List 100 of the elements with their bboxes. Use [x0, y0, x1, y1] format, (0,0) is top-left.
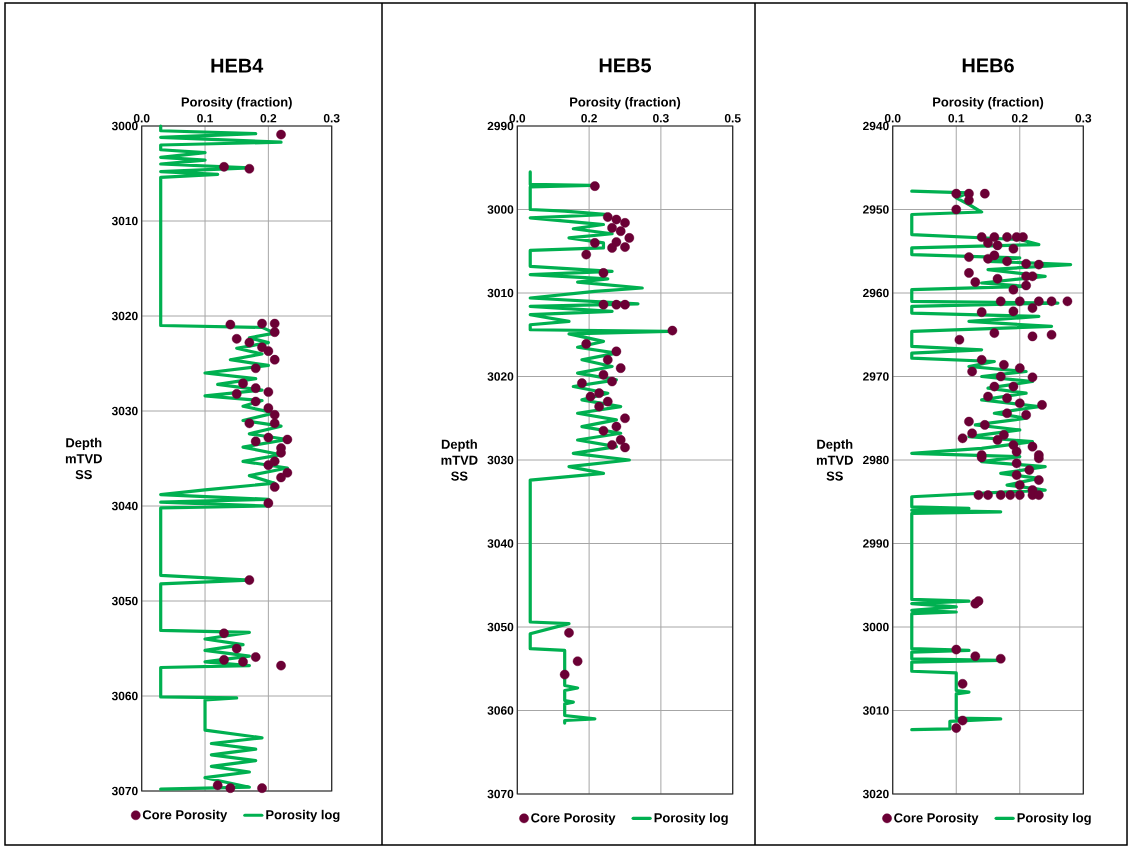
- point: [263, 432, 274, 443]
- x-tick-label: 0.3: [323, 114, 340, 123]
- x-tick-label: 0.1: [197, 114, 214, 123]
- y-tick-label: 3030: [111, 406, 138, 416]
- y-tick-label: 3020: [111, 311, 138, 321]
- y-tick-label: 2990: [863, 539, 889, 548]
- point: [590, 181, 600, 191]
- point: [269, 354, 280, 365]
- point: [263, 346, 274, 356]
- x-tick-label: 0.2: [260, 114, 277, 123]
- point: [269, 410, 280, 420]
- y-tick-label: 2960: [863, 288, 889, 298]
- point: [602, 355, 613, 365]
- x-axis-title: Porosity (fraction): [570, 97, 681, 110]
- y-tick-label: 3020: [487, 372, 514, 381]
- point: [276, 660, 286, 671]
- point: [250, 436, 261, 447]
- x-axis-title: Porosity (fraction): [933, 97, 1044, 110]
- x-tick-label: 0.0: [509, 114, 526, 123]
- point: [225, 783, 236, 793]
- legend-label: Core Porosity: [142, 809, 228, 822]
- point: [269, 456, 280, 467]
- point: [257, 783, 267, 793]
- point: [269, 318, 280, 329]
- legend-label: Core Porosity: [531, 812, 616, 825]
- point: [231, 643, 242, 654]
- y-tick-label: 3000: [111, 121, 138, 131]
- point: [564, 628, 574, 638]
- point: [667, 325, 678, 336]
- point: [581, 339, 592, 349]
- point: [620, 218, 630, 228]
- point: [250, 363, 261, 374]
- y-tick-label: 3010: [862, 706, 889, 715]
- point: [611, 346, 622, 357]
- y-tick-label: 2980: [863, 455, 889, 465]
- y-tick-label: 3050: [111, 596, 138, 606]
- point: [598, 299, 609, 310]
- y-tick-label: 3040: [487, 539, 514, 548]
- point: [594, 401, 604, 412]
- point: [231, 334, 242, 344]
- y-tick-label: 3040: [111, 501, 138, 511]
- point: [598, 425, 609, 436]
- point: [577, 378, 587, 388]
- point: [602, 212, 613, 222]
- y-axis-title: Depth mTVD SS: [816, 439, 853, 481]
- legend-label: Porosity log: [266, 809, 340, 822]
- x-tick-label: 0.5: [724, 114, 741, 123]
- point: [269, 418, 280, 429]
- point: [598, 370, 609, 380]
- point: [585, 391, 596, 402]
- y-tick-label: 3000: [862, 622, 889, 632]
- y-tick-label: 2970: [863, 372, 889, 381]
- y-tick-label: 3020: [862, 789, 889, 799]
- point: [276, 472, 286, 483]
- point: [219, 162, 229, 172]
- point: [559, 669, 570, 680]
- point: [231, 389, 242, 399]
- point: [620, 299, 630, 310]
- point: [250, 652, 261, 662]
- point: [620, 442, 630, 453]
- point: [238, 378, 248, 389]
- point: [615, 363, 626, 373]
- point: [212, 780, 223, 791]
- point: [620, 413, 630, 424]
- point: [276, 129, 286, 140]
- point: [257, 318, 267, 329]
- point: [282, 434, 293, 445]
- y-tick-label: 3010: [487, 288, 514, 298]
- legend-label: Core Porosity: [894, 812, 979, 825]
- point: [250, 396, 261, 407]
- chart-title: HEB4: [211, 58, 264, 73]
- y-axis-title: Depth mTVD SS: [65, 437, 102, 480]
- x-tick-label: 0.2: [581, 114, 597, 123]
- point: [611, 299, 622, 310]
- point: [244, 337, 255, 348]
- chart-title: HEB5: [599, 58, 652, 73]
- point: [269, 327, 280, 337]
- y-tick-label: 3050: [487, 622, 514, 632]
- point: [250, 383, 261, 394]
- y-tick-label: 2940: [863, 121, 889, 131]
- point: [607, 440, 617, 450]
- point: [263, 498, 274, 508]
- legend-label: Porosity log: [654, 812, 728, 826]
- y-tick-label: 3030: [487, 455, 514, 465]
- point: [620, 242, 630, 252]
- point: [581, 249, 592, 260]
- point: [615, 226, 626, 237]
- line-series: [910, 189, 1073, 732]
- point: [238, 657, 248, 667]
- x-tick-label: 0.3: [1075, 114, 1092, 123]
- point: [615, 435, 626, 445]
- y-tick-label: 3000: [487, 205, 514, 214]
- point: [219, 655, 229, 665]
- point: [219, 628, 229, 639]
- point: [244, 575, 255, 585]
- point: [598, 268, 609, 278]
- x-tick-label: 0.1: [948, 114, 965, 123]
- point: [607, 376, 617, 387]
- y-axis-title: Depth mTVD SS: [441, 439, 478, 481]
- y-tick-label: 3070: [487, 789, 514, 799]
